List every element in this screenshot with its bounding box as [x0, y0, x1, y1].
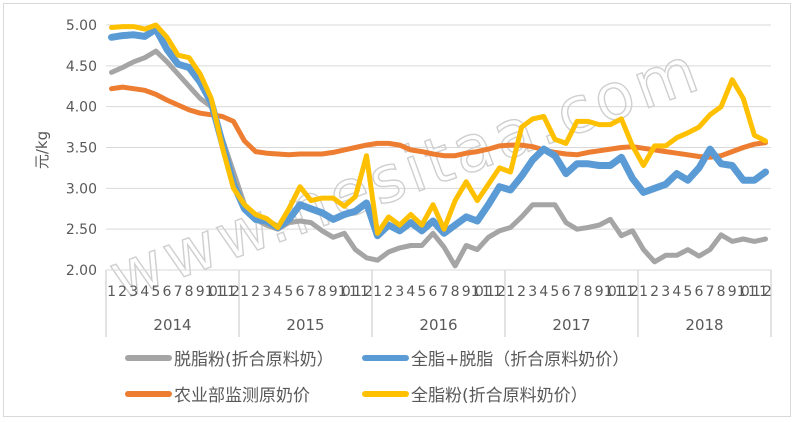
month-tick-label: 3: [661, 284, 670, 300]
legend-swatch-blue: [362, 354, 409, 361]
month-tick-label: 2: [517, 284, 526, 300]
month-tick-label: 2: [251, 284, 260, 300]
month-tick-label: 6: [162, 284, 171, 300]
month-tick-label: 5: [550, 284, 559, 300]
legend: 脱脂粉(折合原料奶） 全脂+脱脂（折合原料奶价） 农业部监测原奶价 全脂粉(折合…: [125, 345, 725, 415]
year-label: 2014: [153, 316, 191, 334]
chart-frame: [3, 3, 791, 417]
month-tick-label: 4: [672, 284, 681, 300]
month-tick-label: 7: [706, 284, 715, 300]
month-tick-label: 4: [140, 284, 149, 300]
month-tick-label: 9: [462, 284, 471, 300]
month-tick-label: 10: [471, 284, 484, 300]
month-tick-label: 10: [604, 284, 617, 300]
month-tick-label: 9: [196, 284, 205, 300]
month-tick-label: 6: [428, 284, 437, 300]
month-tick-label: 7: [440, 284, 449, 300]
month-tick-label: 9: [728, 284, 737, 300]
month-tick-label: 3: [395, 284, 404, 300]
month-tick-label: 12: [227, 284, 240, 300]
month-tick-label: 4: [406, 284, 415, 300]
legend-item-ministry-raw-milk[interactable]: 农业部监测原奶价: [125, 381, 310, 406]
month-tick-label: 3: [129, 284, 138, 300]
legend-label: 农业部监测原奶价: [174, 386, 310, 406]
legend-label: 脱脂粉(折合原料奶）: [174, 350, 334, 370]
month-tick-label: 11: [748, 284, 761, 300]
legend-label: 全脂+脱脂（折合原料奶价）: [411, 350, 630, 370]
month-tick-label: 7: [174, 284, 183, 300]
month-tick-label: 1: [639, 284, 648, 300]
month-tick-label: 11: [615, 284, 628, 300]
y-tick-label: 3.50: [66, 141, 97, 157]
month-tick-label: 7: [307, 284, 316, 300]
series-line[interactable]: [109, 84, 768, 160]
legend-label: 全脂粉(折合原料奶价）: [411, 386, 588, 406]
month-tick-label: 9: [329, 284, 338, 300]
series-line[interactable]: [109, 22, 768, 236]
month-tick-label: 6: [694, 284, 703, 300]
legend-item-whole-plus-skim[interactable]: 全脂+脱脂（折合原料奶价）: [362, 345, 629, 370]
year-label: 2016: [419, 316, 457, 334]
month-tick-label: 2: [384, 284, 393, 300]
month-tick-label: 5: [417, 284, 426, 300]
legend-item-whole-powder[interactable]: 全脂粉(折合原料奶价）: [362, 381, 588, 406]
y-axis-ticks: 5.00 4.50 4.00 3.50 3.00 2.50 2.00: [66, 18, 97, 279]
data-series: [108, 22, 769, 269]
month-tick-label: 5: [151, 284, 160, 300]
legend-swatch-orange: [125, 390, 172, 397]
year-label: 2018: [685, 316, 723, 334]
legend-swatch-yellow: [362, 390, 409, 397]
y-tick-label: 4.00: [66, 100, 97, 116]
legend-item-skim-powder[interactable]: 脱脂粉(折合原料奶）: [125, 345, 334, 370]
month-tick-label: 1: [506, 284, 515, 300]
month-tick-label: 8: [584, 284, 593, 300]
month-tick-label: 2: [118, 284, 127, 300]
y-tick-label: 4.50: [66, 59, 97, 75]
y-tick-label: 2.50: [66, 222, 97, 238]
year-label: 2015: [286, 316, 324, 334]
month-tick-label: 11: [216, 284, 229, 300]
month-tick-label: 10: [737, 284, 750, 300]
month-tick-label: 8: [451, 284, 460, 300]
month-tick-label: 8: [717, 284, 726, 300]
month-tick-label: 4: [539, 284, 548, 300]
y-tick-label: 2.00: [66, 263, 97, 279]
month-tick-label: 12: [360, 284, 373, 300]
month-tick-label: 9: [595, 284, 604, 300]
month-tick-label: 7: [573, 284, 582, 300]
month-tick-label: 4: [273, 284, 282, 300]
month-tick-label: 12: [626, 284, 639, 300]
y-tick-label: 5.00: [66, 18, 97, 34]
year-label: 2017: [552, 316, 590, 334]
month-tick-label: 5: [683, 284, 692, 300]
month-tick-label: 3: [528, 284, 537, 300]
legend-swatch-gray: [125, 354, 172, 361]
month-tick-label: 2: [650, 284, 659, 300]
month-tick-label: 6: [561, 284, 570, 300]
month-tick-label: 6: [295, 284, 304, 300]
month-tick-label: 11: [482, 284, 495, 300]
month-tick-label: 12: [759, 284, 772, 300]
month-tick-label: 10: [338, 284, 351, 300]
month-tick-label: 8: [185, 284, 194, 300]
month-tick-label: 3: [262, 284, 271, 300]
month-tick-label: 10: [205, 284, 218, 300]
month-tick-label: 8: [318, 284, 327, 300]
month-tick-label: 1: [240, 284, 249, 300]
month-tick-label: 5: [284, 284, 293, 300]
month-tick-label: 1: [107, 284, 116, 300]
y-tick-label: 3.00: [66, 181, 97, 197]
y-axis-label: 元/kg: [33, 131, 51, 169]
month-tick-label: 12: [493, 284, 506, 300]
month-tick-label: 1: [373, 284, 382, 300]
month-tick-label: 11: [349, 284, 362, 300]
